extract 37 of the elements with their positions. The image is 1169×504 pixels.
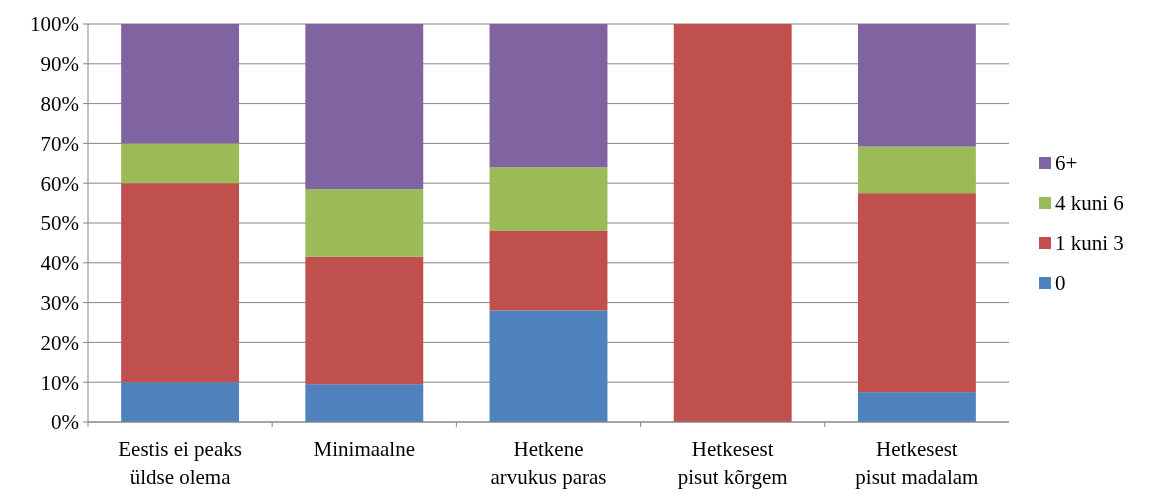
x-tick-label: Hetkesest pisut kõrgem <box>677 437 788 489</box>
bar <box>489 310 608 422</box>
bar <box>857 193 976 393</box>
legend-label: 0 <box>1055 271 1066 296</box>
bar <box>489 24 608 168</box>
bar <box>305 256 424 385</box>
bar <box>121 382 240 422</box>
bar <box>489 230 608 311</box>
bar <box>121 143 240 184</box>
bar <box>305 24 424 190</box>
bar <box>305 384 424 422</box>
bar <box>857 392 976 422</box>
x-tick-label: Eestis ei peaks üldse olema <box>118 437 242 489</box>
bar <box>857 146 976 194</box>
bar <box>121 183 240 383</box>
y-tick-label: 50% <box>40 211 79 236</box>
bar <box>857 24 976 147</box>
x-tick-label: Hetkesest pisut madalam <box>855 437 979 489</box>
x-tick-label: Hetkene arvukus paras <box>490 437 607 489</box>
y-tick-label: 30% <box>40 290 79 315</box>
y-tick-label: 70% <box>40 131 79 156</box>
y-tick-label: 80% <box>40 91 79 116</box>
y-tick-label: 60% <box>40 171 79 196</box>
y-tick-label: 0% <box>51 410 79 435</box>
bar <box>305 189 424 257</box>
bar <box>489 167 608 231</box>
x-tick-label: Minimaalne <box>313 437 416 461</box>
bar <box>121 24 240 144</box>
y-tick-label: 90% <box>40 52 79 77</box>
bar <box>673 24 792 422</box>
legend-label: 1 kuni 3 <box>1055 231 1124 256</box>
y-tick-label: 100% <box>30 12 79 37</box>
y-tick-label: 10% <box>40 370 79 395</box>
y-tick-label: 20% <box>40 330 79 355</box>
legend-label: 4 kuni 6 <box>1055 191 1124 216</box>
y-tick-label: 40% <box>40 251 79 276</box>
legend-label: 6+ <box>1055 151 1078 176</box>
